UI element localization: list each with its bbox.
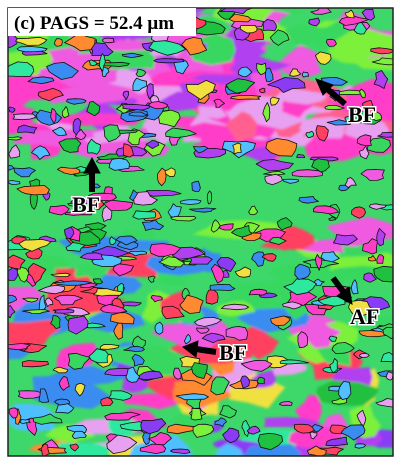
grain xyxy=(192,181,201,191)
grain xyxy=(53,309,74,313)
grain xyxy=(154,59,184,63)
grain xyxy=(231,96,261,100)
grain xyxy=(359,353,369,357)
grain xyxy=(297,154,305,157)
grain xyxy=(302,72,308,77)
title: (c) PAGS = 52.4 μm xyxy=(14,13,174,34)
grain xyxy=(133,211,156,219)
grain xyxy=(257,378,264,384)
grain xyxy=(155,322,163,334)
grain xyxy=(18,391,43,399)
grain xyxy=(292,170,323,177)
grain xyxy=(191,408,202,420)
grain xyxy=(54,39,62,47)
annotation-label: BF xyxy=(348,102,376,127)
grain xyxy=(233,143,242,154)
micrograph: (c) PAGS = 52.4 μm BF BF AF BF xyxy=(0,0,401,464)
grain xyxy=(180,200,201,205)
grain xyxy=(109,158,129,170)
grain xyxy=(121,302,141,306)
grain xyxy=(20,419,31,423)
grain xyxy=(189,257,212,264)
ebsd-map xyxy=(0,0,401,464)
annotation-label: BF xyxy=(72,192,100,217)
grain xyxy=(8,181,20,185)
grain xyxy=(207,191,212,204)
grain xyxy=(103,38,115,43)
grain xyxy=(206,290,218,304)
annotation-label: BF xyxy=(219,340,247,365)
annotation-label: AF xyxy=(350,304,379,329)
arrow xyxy=(196,349,216,352)
